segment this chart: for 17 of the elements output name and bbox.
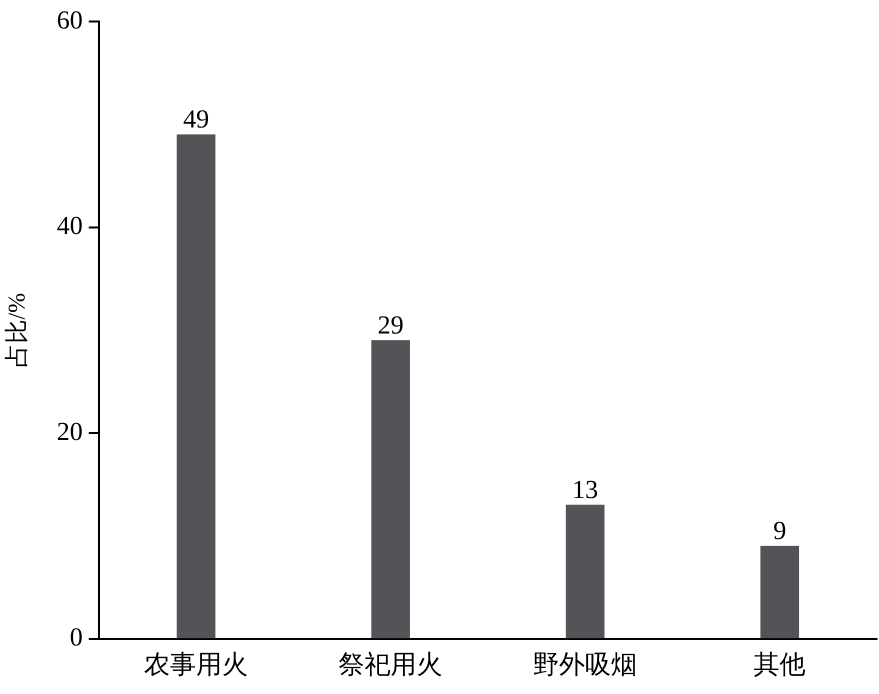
bar bbox=[176, 134, 216, 638]
data-label: 29 bbox=[378, 310, 404, 340]
data-label: 49 bbox=[183, 104, 210, 134]
x-tick-label: 野外吸烟 bbox=[533, 650, 638, 680]
bar bbox=[566, 504, 605, 638]
x-tick-label: 祭祀用火 bbox=[338, 650, 443, 680]
y-tick-label: 60 bbox=[56, 5, 83, 34]
y-axis-title: 占比/% bbox=[4, 292, 31, 368]
x-tick-label: 其他 bbox=[754, 650, 806, 680]
y-tick-label: 40 bbox=[56, 211, 83, 240]
data-label: 13 bbox=[572, 474, 598, 504]
data-label: 9 bbox=[773, 516, 786, 546]
bar bbox=[371, 340, 410, 638]
bar bbox=[760, 546, 800, 638]
y-tick-label: 0 bbox=[70, 622, 83, 652]
x-tick-label: 农事用火 bbox=[144, 650, 248, 680]
y-tick-label: 20 bbox=[56, 416, 83, 446]
